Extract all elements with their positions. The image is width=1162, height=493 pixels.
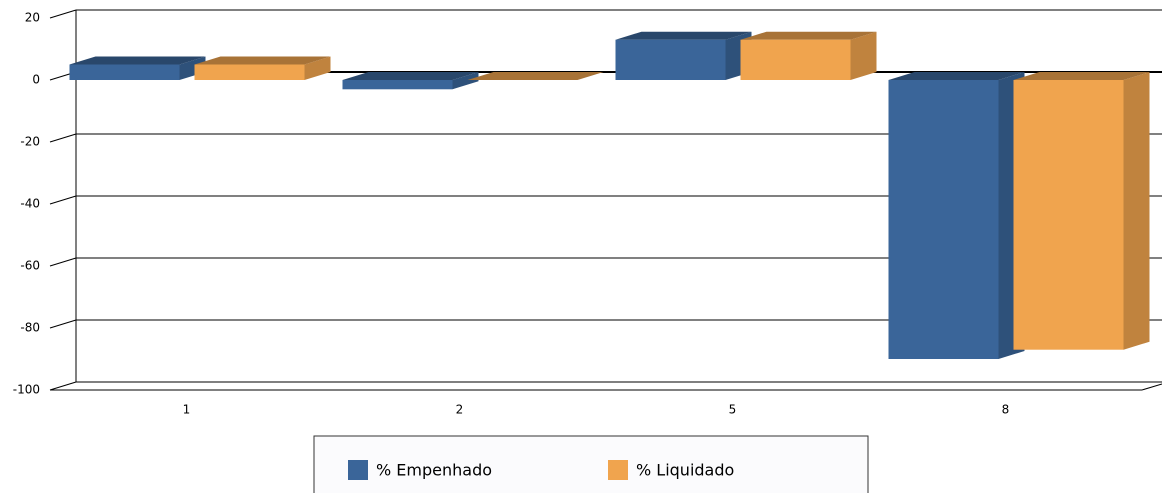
legend-swatch bbox=[608, 460, 628, 480]
bar-top bbox=[1013, 72, 1150, 80]
legend-box bbox=[313, 435, 869, 493]
y-tick-label: -60 bbox=[20, 259, 40, 273]
tick-mark bbox=[49, 381, 77, 391]
bar-top bbox=[615, 31, 752, 40]
bar bbox=[888, 72, 1025, 359]
y-tick-label: -20 bbox=[20, 135, 40, 149]
bar-top bbox=[194, 56, 331, 65]
bar bbox=[740, 31, 877, 80]
tick-mark bbox=[49, 133, 77, 143]
bar-top bbox=[740, 31, 877, 40]
bar bbox=[467, 72, 604, 80]
bar bbox=[194, 56, 331, 80]
tick-mark bbox=[49, 319, 77, 329]
bar-side bbox=[304, 56, 331, 80]
y-tick-label: 20 bbox=[25, 11, 40, 25]
bar-side bbox=[452, 72, 479, 90]
legend-label: % Empenhado bbox=[376, 461, 492, 480]
bar bbox=[342, 72, 479, 90]
bar-top bbox=[888, 72, 1025, 80]
y-tick-label: -100 bbox=[13, 383, 40, 397]
x-tick-label: 8 bbox=[1002, 403, 1010, 417]
floor-right bbox=[1141, 383, 1162, 391]
bar-top bbox=[69, 56, 206, 65]
x-tick-label: 5 bbox=[729, 403, 737, 417]
bar-front bbox=[740, 39, 851, 80]
bar-front bbox=[888, 80, 999, 359]
legend-label: % Liquidado bbox=[636, 461, 734, 480]
bar-side bbox=[179, 56, 206, 80]
tick-mark bbox=[49, 257, 77, 267]
bar bbox=[1013, 72, 1150, 350]
x-tick-label: 1 bbox=[183, 403, 191, 417]
y-tick-label: 0 bbox=[32, 73, 40, 87]
bar bbox=[69, 56, 206, 80]
legend-swatch bbox=[348, 460, 368, 480]
y-tick-label: -80 bbox=[20, 321, 40, 335]
bar-top bbox=[467, 72, 604, 80]
bar-top bbox=[342, 72, 479, 80]
bar-front bbox=[194, 64, 305, 80]
bar bbox=[615, 31, 752, 80]
y-tick-label: -40 bbox=[20, 197, 40, 211]
bar-front bbox=[69, 64, 180, 80]
bar-front bbox=[615, 39, 726, 80]
bar-side bbox=[1123, 72, 1150, 350]
x-tick-label: 2 bbox=[456, 403, 464, 417]
tick-mark bbox=[49, 195, 77, 205]
bar-front bbox=[1013, 80, 1124, 350]
bar-front bbox=[342, 80, 453, 90]
tick-mark bbox=[49, 9, 77, 19]
bar-side bbox=[850, 31, 877, 80]
